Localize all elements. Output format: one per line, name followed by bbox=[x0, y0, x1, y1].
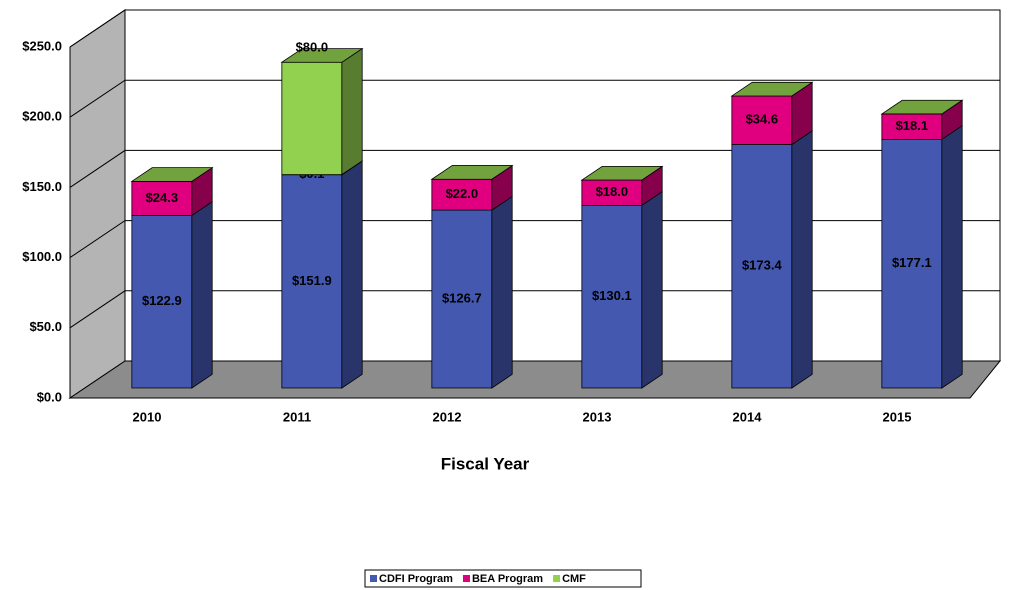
grid-line bbox=[69, 290, 1000, 329]
bar-segment bbox=[280, 47, 364, 176]
y-tick-label: $250.0 bbox=[22, 38, 62, 53]
data-label: $173.4 bbox=[742, 258, 783, 273]
bar-side bbox=[341, 160, 363, 389]
data-label: $177.1 bbox=[892, 255, 932, 270]
y-tick-label: $150.0 bbox=[22, 179, 62, 194]
x-tick-label: 2010 bbox=[133, 409, 162, 424]
data-label: $126.7 bbox=[442, 291, 482, 306]
bar-segment bbox=[730, 81, 814, 146]
bar-segment bbox=[580, 165, 664, 207]
bar-segment bbox=[430, 164, 514, 211]
x-axis-title: Fiscal Year bbox=[441, 454, 530, 473]
bar-top bbox=[430, 165, 514, 180]
bar-segment bbox=[881, 124, 963, 389]
bar-side bbox=[491, 195, 513, 389]
grid-line bbox=[69, 220, 1000, 259]
bar-side bbox=[941, 124, 963, 389]
bar-top bbox=[280, 48, 364, 63]
x-tick-label: 2013 bbox=[583, 409, 612, 424]
legend-label: BEA Program bbox=[472, 573, 543, 585]
bar-side bbox=[341, 47, 363, 176]
bar-top bbox=[880, 99, 964, 115]
back-wall bbox=[124, 9, 1001, 362]
grid-line bbox=[69, 9, 1000, 48]
bar-segment bbox=[581, 190, 663, 389]
legend-swatch bbox=[462, 575, 470, 582]
data-label: $24.3 bbox=[146, 190, 179, 205]
data-label: $18.1 bbox=[896, 118, 929, 133]
data-label: $18.0 bbox=[596, 184, 629, 199]
bar-segment bbox=[431, 195, 513, 389]
y-tick-label: $100.0 bbox=[22, 249, 62, 264]
x-tick-label: 2012 bbox=[433, 409, 462, 424]
bar-front bbox=[281, 61, 343, 176]
bar-side bbox=[191, 201, 213, 389]
y-tick-label: $50.0 bbox=[29, 319, 62, 334]
y-tick-label: $0.0 bbox=[37, 389, 62, 404]
bar-side bbox=[791, 130, 813, 389]
data-label: $22.0 bbox=[446, 186, 479, 201]
bar-segment bbox=[281, 160, 363, 389]
bar-segment bbox=[731, 130, 813, 389]
bar-segment bbox=[880, 99, 964, 141]
bar-segment bbox=[130, 166, 214, 217]
bar-side bbox=[641, 190, 663, 389]
data-label: $80.0 bbox=[296, 40, 329, 55]
legend-label: CDFI Program bbox=[379, 573, 453, 585]
legend-swatch bbox=[370, 575, 377, 582]
legend-label: CMF bbox=[562, 573, 586, 585]
x-tick-label: 2011 bbox=[283, 409, 311, 424]
data-label: $130.1 bbox=[592, 288, 632, 303]
data-label: $122.9 bbox=[142, 293, 182, 308]
legend bbox=[364, 569, 642, 588]
grid-line bbox=[69, 149, 1000, 188]
grid bbox=[69, 9, 1000, 329]
y-tick-label: $200.0 bbox=[22, 109, 62, 124]
bar-top bbox=[580, 165, 664, 181]
data-label: $151.9 bbox=[292, 273, 332, 288]
side-wall bbox=[69, 9, 126, 399]
legend-swatch bbox=[553, 575, 561, 582]
data-label: $34.6 bbox=[746, 112, 779, 127]
x-tick-label: 2015 bbox=[883, 409, 912, 424]
bar-top bbox=[130, 167, 214, 182]
bar-top bbox=[730, 81, 814, 97]
x-tick-label: 2014 bbox=[733, 409, 763, 424]
grid-line bbox=[69, 79, 1000, 118]
